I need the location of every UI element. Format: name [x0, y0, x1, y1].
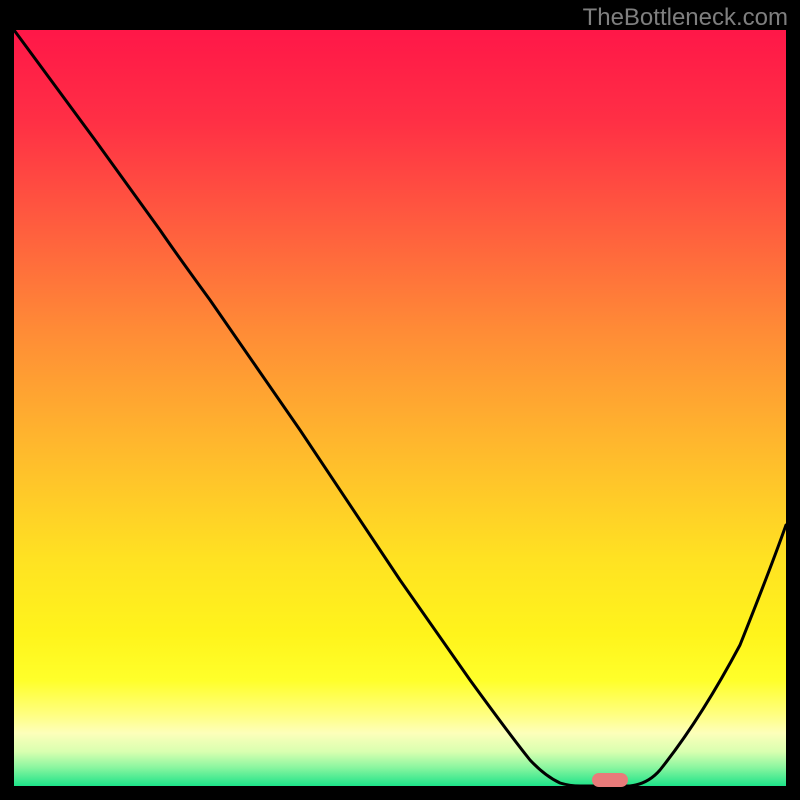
watermark-text: TheBottleneck.com — [583, 4, 788, 32]
bottleneck-chart — [0, 0, 800, 800]
plot-area — [14, 30, 786, 786]
optimal-marker — [592, 773, 628, 787]
